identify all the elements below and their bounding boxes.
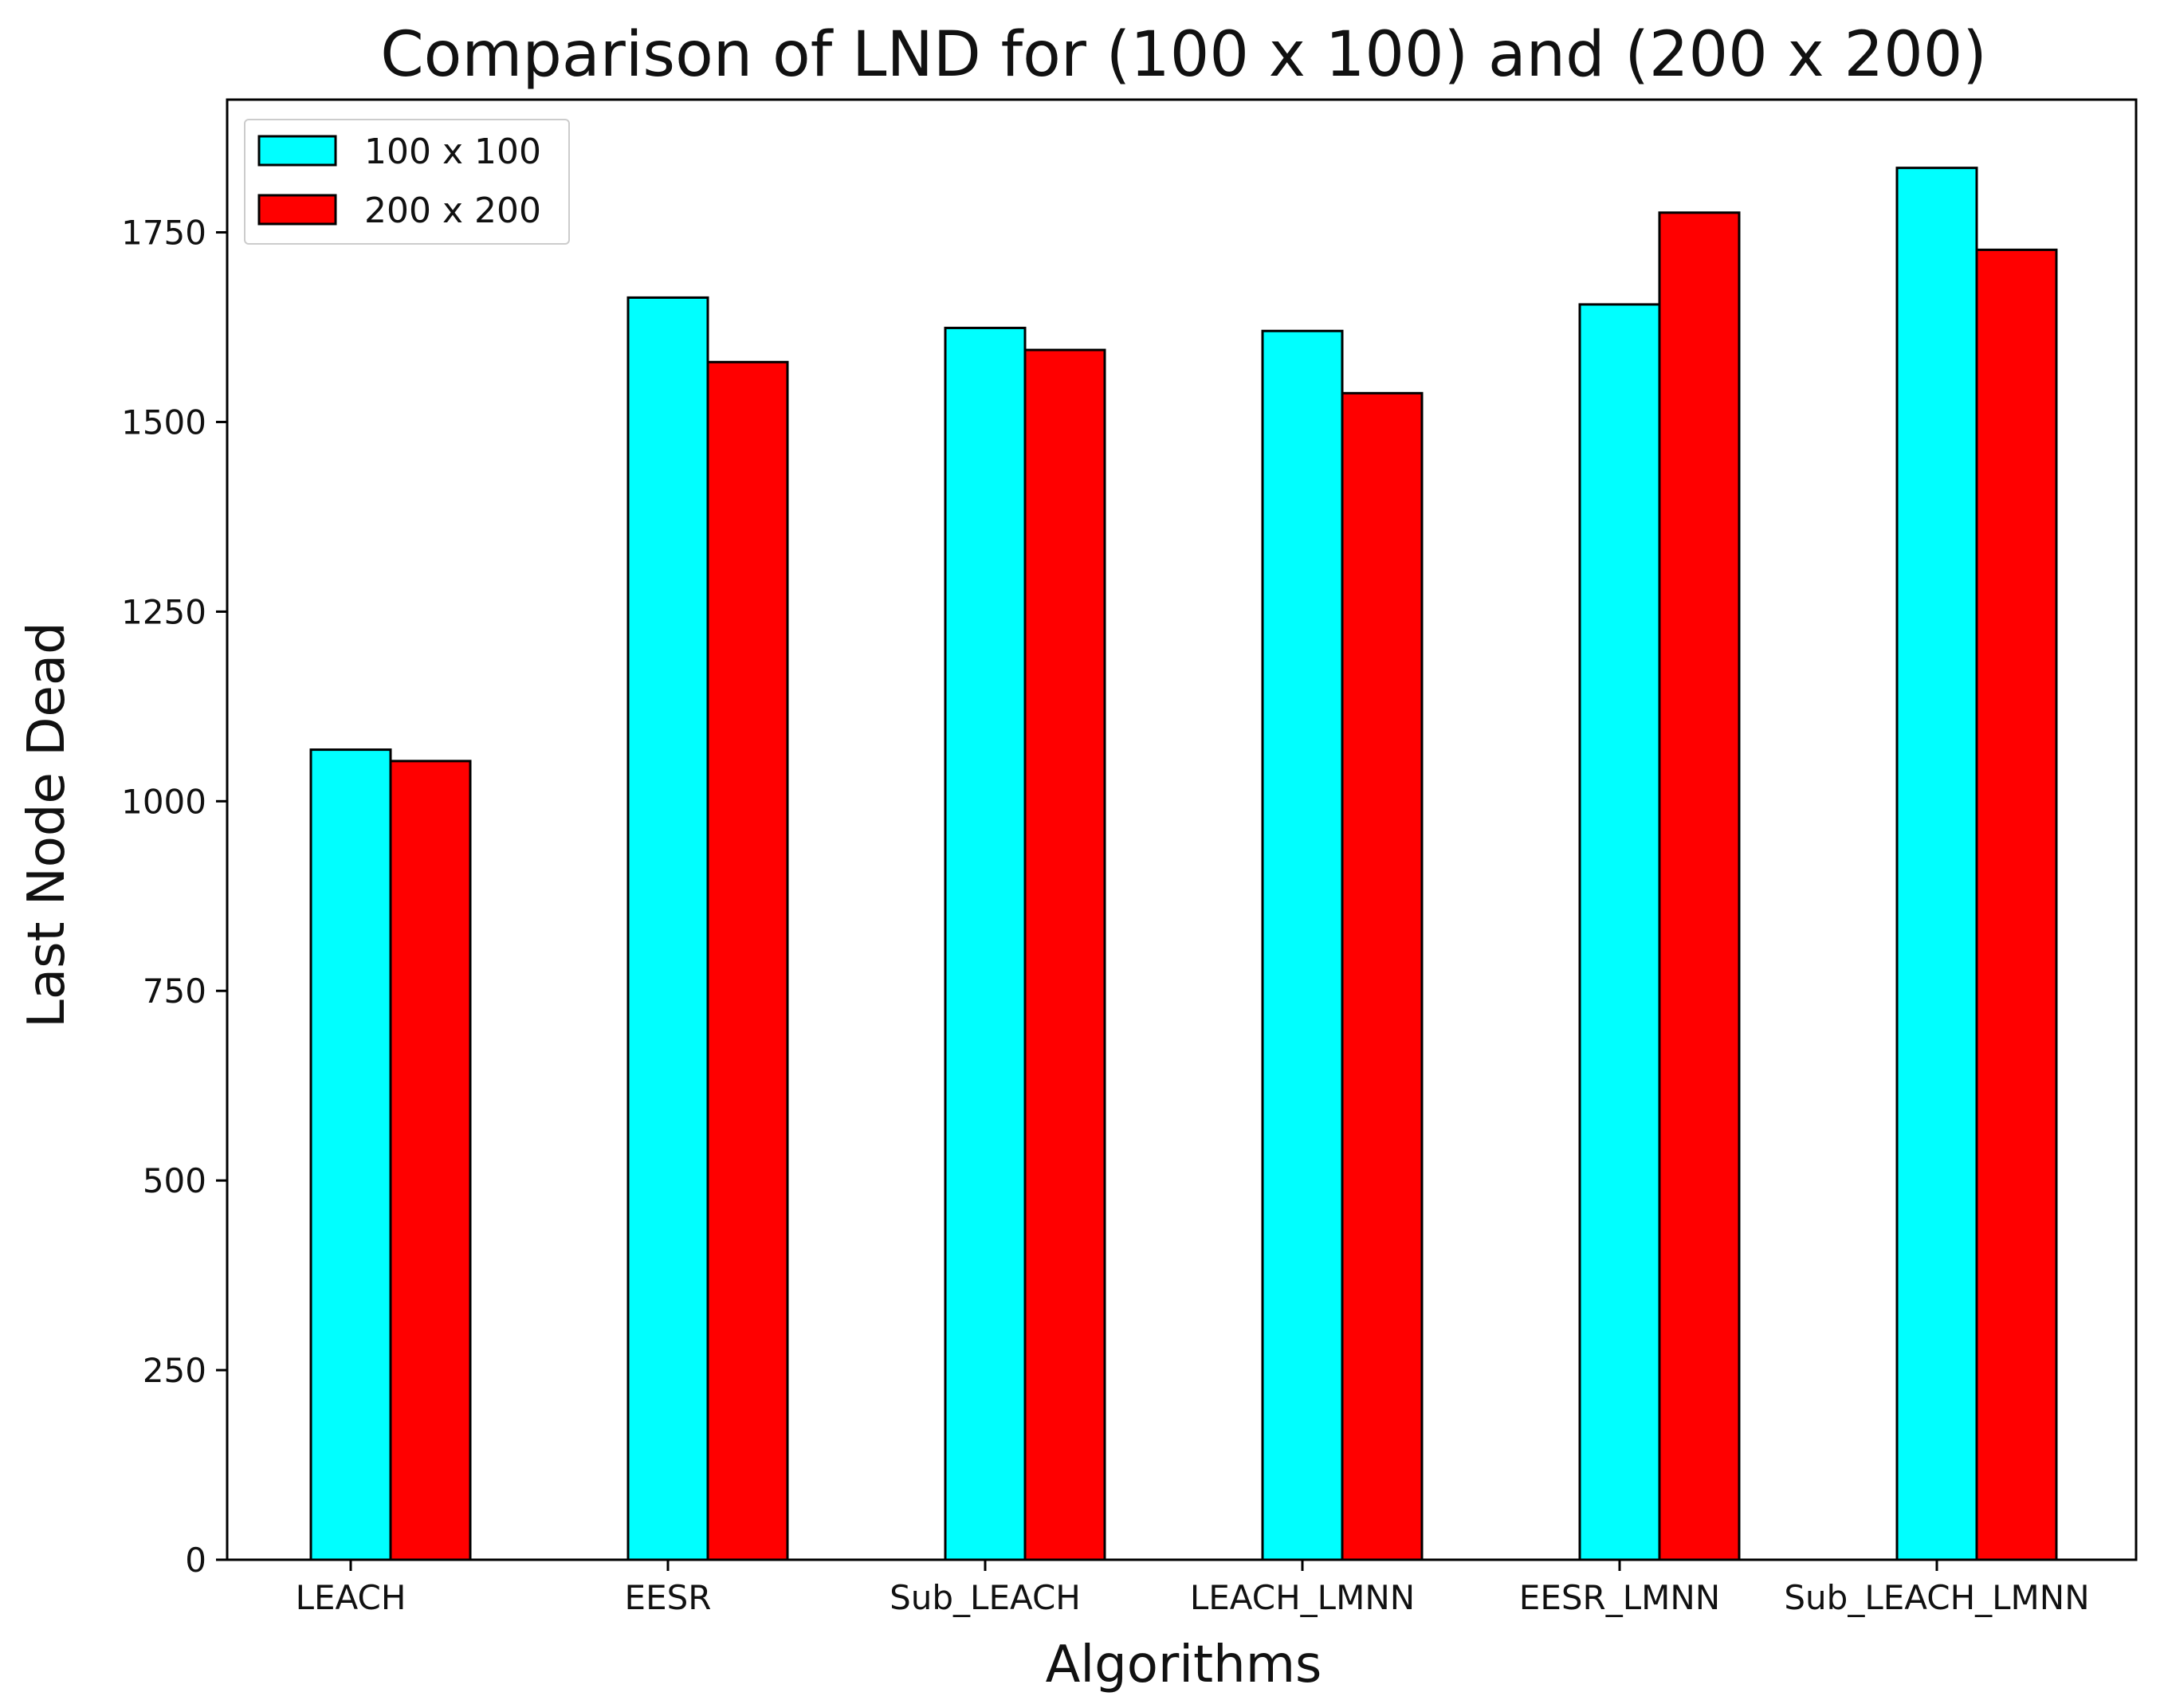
x-tick-label-eesr: EESR <box>625 1578 712 1617</box>
y-tick-label-0: 0 <box>185 1541 206 1580</box>
x-axis-label: Algorithms <box>1046 1635 1322 1694</box>
bars-layer <box>309 167 2058 1561</box>
y-axis-ticks: 0 250 500 750 1000 1250 1500 1750 <box>121 214 227 1580</box>
y-tick-label-500: 500 <box>143 1161 206 1200</box>
plot-frame <box>226 98 2138 1561</box>
x-tick-label-eesr-lmnn: EESR_LMNN <box>1519 1578 1720 1617</box>
x-tick-label-leach-lmnn: LEACH_LMNN <box>1190 1578 1415 1617</box>
y-axis-label: Last Node Dead <box>18 622 77 1028</box>
bar-leach-lmnn-100-x-100 <box>1261 329 1344 1561</box>
y-tick-label-1500: 1500 <box>121 402 206 442</box>
bar-eesr-100-x-100 <box>626 296 709 1561</box>
bar-leach-100-x-100 <box>309 748 392 1561</box>
x-tick-label-sub-leach: Sub_LEACH <box>890 1578 1081 1617</box>
bar-eesr-200-x-200 <box>706 360 789 1561</box>
bar-sub-leach-lmnn-100-x-100 <box>1895 167 1978 1561</box>
x-tick-label-sub-leach-lmnn: Sub_LEACH_LMNN <box>1784 1578 2089 1617</box>
legend-swatch-100x100 <box>257 135 337 167</box>
legend-swatch-200x200 <box>257 194 337 226</box>
y-tick-label-750: 750 <box>143 972 206 1011</box>
y-tick-label-1000: 1000 <box>121 782 206 821</box>
y-tick-label-1750: 1750 <box>121 214 206 253</box>
bar-leach-200-x-200 <box>389 760 472 1561</box>
x-axis-ticks: LEACH EESR Sub_LEACH LEACH_LMNN EESR_LMNN Sub… <box>296 1560 2090 1617</box>
bar-eesr-lmnn-200-x-200 <box>1658 211 1741 1561</box>
bar-eesr-lmnn-100-x-100 <box>1578 303 1661 1561</box>
y-tick-label-1250: 1250 <box>121 592 206 631</box>
bar-sub-leach-lmnn-200-x-200 <box>1975 248 2058 1561</box>
chart-title: Comparison of LND for (100 x 100) and (2… <box>380 19 1987 91</box>
y-tick-label-250: 250 <box>143 1351 206 1390</box>
bar-sub-leach-100-x-100 <box>944 326 1027 1561</box>
legend-label-100x100: 100 x 100 <box>364 132 541 172</box>
bar-sub-leach-200-x-200 <box>1023 348 1106 1561</box>
plot-area: 0 250 500 750 1000 1250 1500 1750 LEACH EESR Sub_… <box>121 98 2138 1617</box>
x-tick-label-leach: LEACH <box>296 1578 406 1617</box>
bar-leach-lmnn-200-x-200 <box>1341 391 1424 1561</box>
legend-label-200x200: 200 x 200 <box>364 190 541 231</box>
legend: 100 x 100 200 x 200 <box>244 119 570 245</box>
